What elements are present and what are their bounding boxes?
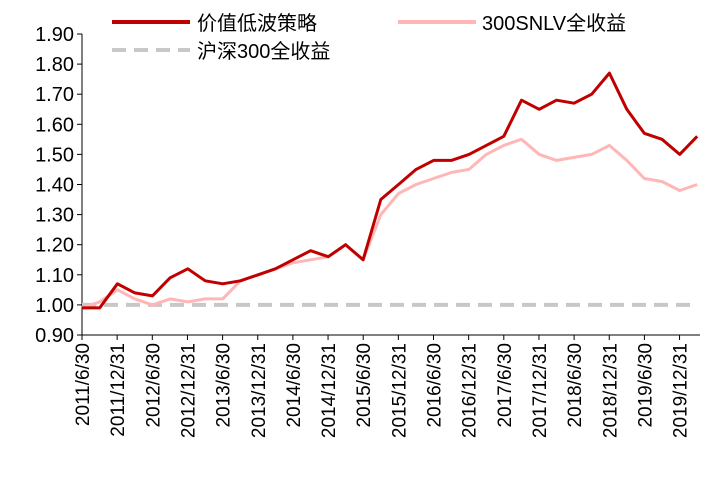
legend: 价值低波策略 300SNLV全收益 沪深300全收益: [112, 12, 626, 63]
x-tick-label: 2019/12/31: [671, 343, 692, 438]
legend-label-300snlv: 300SNLV全收益: [482, 12, 626, 35]
y-tick-label: 1.80: [35, 54, 74, 76]
x-tick-label: 2013/6/30: [214, 343, 235, 428]
x-tick-label: 2016/6/30: [425, 343, 446, 428]
y-tick-label: 1.50: [35, 144, 74, 166]
x-tick-label: 2017/6/30: [495, 343, 516, 428]
y-tick-label: 1.70: [35, 84, 74, 106]
legend-entry-csi300: 沪深300全收益: [112, 40, 330, 63]
x-tick-label: 2019/6/30: [635, 343, 656, 428]
x-tick-label: 2011/12/31: [108, 343, 129, 437]
x-tick-label: 2012/6/30: [143, 343, 164, 428]
y-tick-label: 0.90: [35, 325, 74, 347]
y-tick-label: 1.90: [35, 24, 74, 46]
y-tick-label: 1.10: [35, 265, 74, 287]
x-tick-label: 2018/12/31: [600, 343, 621, 438]
x-tick-label: 2017/12/31: [530, 343, 551, 438]
x-tick-label: 2016/12/31: [460, 343, 481, 438]
legend-label-value-low-vol: 价值低波策略: [197, 12, 317, 35]
legend-entry-300snlv: 300SNLV全收益: [398, 12, 626, 35]
x-tick-label: 2012/12/31: [178, 343, 199, 438]
legend-label-csi300: 沪深300全收益: [197, 40, 330, 63]
y-tick-label: 1.60: [35, 114, 74, 136]
x-tick-label: 2014/12/31: [319, 343, 340, 438]
y-tick-label: 1.30: [35, 205, 74, 227]
x-tick-label: 2015/6/30: [354, 343, 375, 428]
y-tick-label: 1.00: [35, 295, 74, 317]
y-tick-label: 1.40: [35, 175, 74, 197]
series-line-0: [82, 71, 699, 310]
series-line-1: [81, 137, 698, 310]
x-tick-label: 2015/12/31: [389, 343, 410, 438]
x-tick-label: 2011/6/30: [73, 343, 94, 426]
legend-entry-value-low-vol: 价值低波策略: [112, 12, 317, 35]
x-tick-label: 2013/12/31: [249, 343, 270, 438]
x-tick-label: 2018/6/30: [565, 343, 586, 428]
x-tick-label: 2014/6/30: [284, 343, 305, 428]
y-tick-label: 1.20: [35, 235, 74, 257]
plot-area: 0.90 1.00 1.10 1.20 1.30 1.40 1.50 1.60 1.70 1.80…: [35, 24, 700, 438]
